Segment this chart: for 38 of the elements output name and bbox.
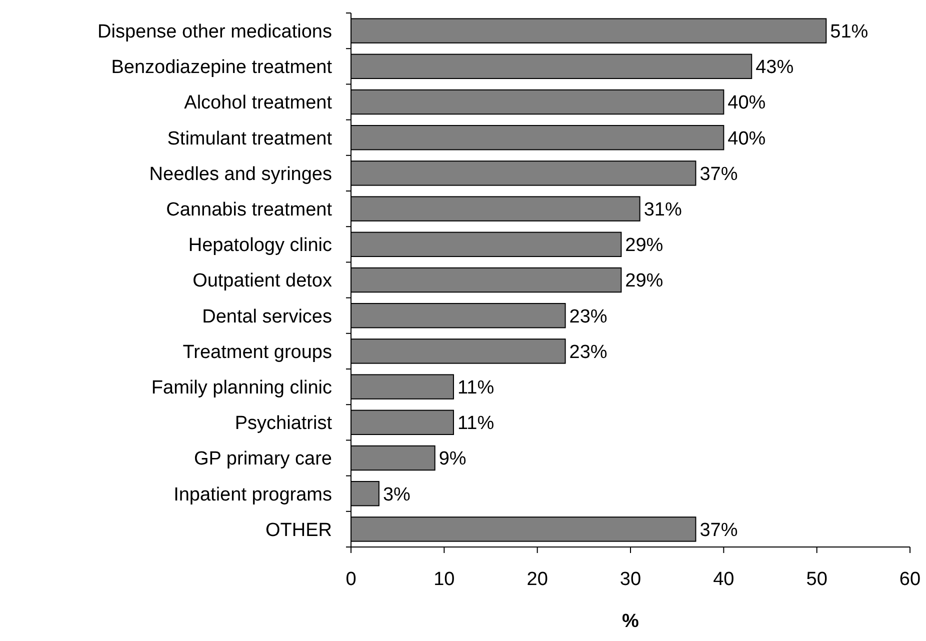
y-tick-label: Cannabis treatment xyxy=(166,199,333,220)
data-label: 23% xyxy=(569,342,608,363)
y-tick-label: Hepatology clinic xyxy=(188,235,332,256)
y-tick-label: Psychiatrist xyxy=(234,413,333,434)
y-tick-label: Family planning clinic xyxy=(151,377,332,398)
x-tick-label: 20 xyxy=(526,569,548,590)
x-tick-label: 40 xyxy=(713,569,734,590)
data-label: 31% xyxy=(644,199,682,220)
data-label: 37% xyxy=(700,520,738,541)
y-tick-label: GP primary care xyxy=(194,448,332,470)
data-label: 29% xyxy=(625,270,664,292)
data-label: 23% xyxy=(569,306,608,328)
x-axis-title: % xyxy=(622,611,640,632)
y-tick-label: Inpatient programs xyxy=(174,484,332,506)
y-tick-label: Stimulant treatment xyxy=(167,128,333,150)
data-label: 9% xyxy=(438,448,466,470)
x-tick-label: 10 xyxy=(434,569,455,590)
data-label: 40% xyxy=(728,92,766,114)
x-tick-label: 30 xyxy=(620,569,642,590)
x-tick-label: 0 xyxy=(346,569,356,590)
y-tick-label: Outpatient detox xyxy=(192,270,332,292)
data-label: 29% xyxy=(625,235,664,256)
x-tick-label: 50 xyxy=(806,569,828,590)
data-label: 37% xyxy=(700,164,738,185)
y-tick-label: Treatment groups xyxy=(182,342,332,363)
data-label: 11% xyxy=(457,413,494,434)
y-tick-label: Benzodiazepine treatment xyxy=(111,57,333,78)
y-tick-label: Dispense other medications xyxy=(98,21,332,42)
y-tick-label: OTHER xyxy=(266,520,332,541)
y-tick-label: Alcohol treatment xyxy=(184,92,333,114)
data-label: 51% xyxy=(830,21,868,42)
y-tick-label: Needles and syringes xyxy=(149,164,332,185)
x-tick-label: 60 xyxy=(899,569,921,590)
data-label: 3% xyxy=(382,484,411,506)
data-label: 11% xyxy=(457,377,494,398)
data-label: 43% xyxy=(756,57,794,78)
data-label: 40% xyxy=(728,128,766,150)
y-tick-label: Dental services xyxy=(202,306,332,328)
